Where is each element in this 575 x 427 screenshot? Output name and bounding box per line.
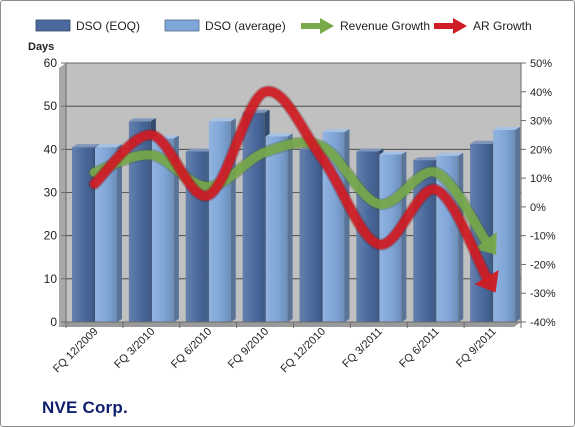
bar-top-DSO (EOQ)-FQ 9/2011: [470, 140, 498, 144]
y-tick-label-50: 50: [44, 99, 58, 113]
y-tick-label-20: 20: [44, 229, 58, 243]
bar-top-DSO (average)-FQ 9/2010: [265, 133, 293, 137]
y2-tick-label-20: 20%: [530, 144, 552, 156]
bar-DSO (average)-FQ 3/2010: [151, 138, 174, 322]
x-tick-label-2: FQ 6/2010: [169, 326, 214, 371]
bar-top-DSO (average)-FQ 6/2010: [208, 118, 236, 122]
bar-side-DSO (average)-FQ 9/2011: [515, 126, 521, 323]
y-tick-label-0: 0: [50, 315, 57, 329]
x-tick-label-0: FQ 12/2009: [51, 326, 101, 376]
x-tick-label-1: FQ 3/2010: [112, 326, 157, 371]
y2-tick-label-30: 30%: [530, 116, 552, 128]
bar-DSO (average)-FQ 9/2011: [493, 129, 516, 322]
bar-top-DSO (average)-FQ 12/2010: [322, 129, 350, 133]
bar-DSO (EOQ)-FQ 12/2009: [72, 147, 94, 322]
x-tick-label-3: FQ 9/2010: [226, 326, 271, 371]
y-tick-label-30: 30: [44, 186, 58, 200]
arrowhead-AR Growth: [474, 270, 499, 293]
bar-DSO (EOQ)-FQ 3/2010: [128, 121, 151, 323]
y-tick-label-60: 60: [44, 56, 58, 70]
bar-top-DSO (average)-FQ 9/2011: [493, 126, 521, 130]
bar-top-DSO (average)-FQ 6/2011: [436, 152, 464, 156]
bar-top-DSO (EOQ)-FQ 6/2010: [185, 148, 213, 152]
plot-floor: [59, 322, 521, 327]
legend-swatch-DSO (EOQ): [35, 19, 71, 32]
bar-top-DSO (average)-FQ 3/2011: [379, 151, 407, 155]
x-tick-label-4: FQ 12/2010: [278, 326, 328, 376]
legend-arrow-AR Growth: [453, 18, 467, 34]
y2-tick-label-10: 10%: [530, 173, 552, 185]
y2-tick-label--20: -20%: [530, 259, 556, 271]
bar-DSO (average)-FQ 9/2010: [265, 136, 288, 322]
x-tick-label-6: FQ 6/2011: [397, 326, 442, 371]
bar-top-DSO (EOQ)-FQ 3/2011: [356, 148, 384, 152]
bar-DSO (EOQ)-FQ 12/2010: [299, 149, 322, 322]
line-AR Growth: [89, 86, 492, 282]
legend-arrow-Revenue Growth: [320, 18, 334, 34]
y2-tick-label-0: 0%: [530, 202, 546, 214]
bar-side-DSO (average)-FQ 3/2011: [401, 151, 407, 322]
legend-label-AR Growth: AR Growth: [473, 19, 532, 33]
bar-top-DSO (EOQ)-FQ 6/2011: [413, 157, 441, 161]
y2-tick-label--40: -40%: [530, 317, 556, 329]
bar-DSO (EOQ)-FQ 9/2010: [242, 112, 265, 323]
legend-swatch-DSO (average): [164, 19, 200, 32]
bar-side-DSO (average)-FQ 12/2009: [117, 144, 122, 322]
x-tick-label-5: FQ 3/2011: [340, 326, 385, 371]
x-tick-label-7: FQ 9/2011: [454, 326, 499, 371]
y2-tick-label--30: -30%: [530, 288, 556, 300]
y-tick-label-40: 40: [44, 142, 58, 156]
legend-label-DSO (average): DSO (average): [205, 19, 286, 33]
bar-side-DSO (average)-FQ 9/2010: [287, 133, 293, 322]
plot-side-wall: [59, 63, 66, 327]
bar-top-DSO (average)-FQ 12/2009: [95, 144, 122, 148]
bar-top-DSO (EOQ)-FQ 12/2009: [72, 144, 99, 148]
y-axis-title: Days: [28, 41, 54, 53]
bar-top-DSO (EOQ)-FQ 3/2010: [128, 118, 156, 122]
arrowhead-Revenue Growth: [474, 232, 497, 255]
legend-label-Revenue Growth: Revenue Growth: [340, 19, 430, 33]
bar-side-DSO (average)-FQ 3/2010: [173, 135, 179, 322]
bar-DSO (average)-FQ 12/2009: [95, 147, 117, 322]
legend-label-DSO (EOQ): DSO (EOQ): [76, 19, 140, 33]
y-tick-label-10: 10: [44, 272, 58, 286]
bar-side-DSO (average)-FQ 12/2010: [344, 129, 350, 322]
y2-tick-label-40: 40%: [530, 87, 552, 99]
y2-tick-label--10: -10%: [530, 231, 556, 243]
y2-tick-label-50: 50%: [530, 58, 552, 70]
company-name: NVE Corp.: [42, 398, 128, 417]
